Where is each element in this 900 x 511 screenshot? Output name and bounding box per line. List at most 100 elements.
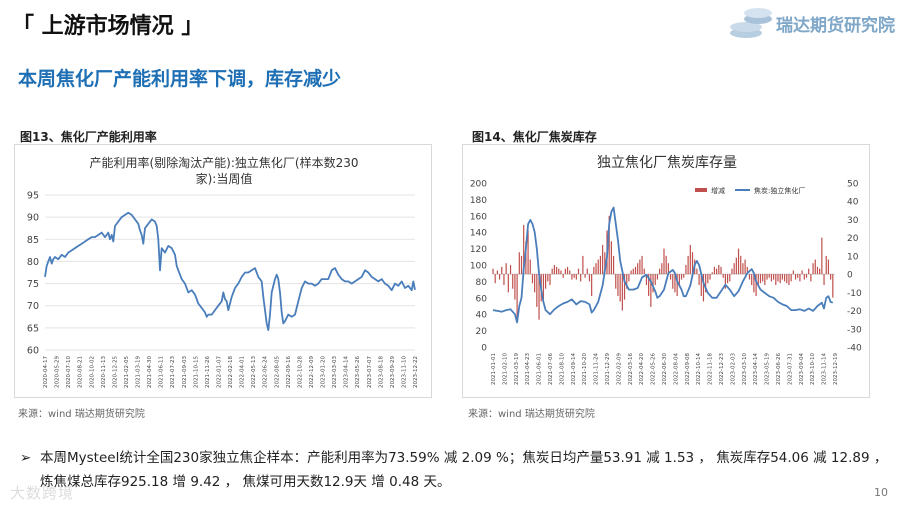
chart2-xtick-label: 2021-12-29 <box>605 353 611 385</box>
chart2-bar <box>819 268 821 275</box>
watermark: 大数跨境 <box>10 484 75 502</box>
chart2-bar <box>744 259 746 275</box>
coke-inventory-chart-svg: 独立焦化厂焦炭库存量020406080100120140160180200-40… <box>470 155 862 385</box>
chart1-ytick-label: 60 <box>27 346 39 357</box>
chart2-xtick-label: 2021-10-20 <box>582 353 588 385</box>
chart2-bar <box>759 274 762 284</box>
chart2-bar <box>593 266 595 275</box>
chart2-bar <box>549 274 551 286</box>
coke-inventory-chart: 独立焦化厂焦炭库存量 0 20 40 60 80 100 120 140 160 180 200 -40… <box>462 144 870 398</box>
chart2-bar <box>518 252 520 275</box>
chart2-xtick-label: 2022-04-20 <box>639 353 645 385</box>
chart1-ytick-label: 65 <box>27 323 39 334</box>
logo-text: 瑞达期货研究院 <box>776 16 895 36</box>
chart2-bar <box>610 241 612 275</box>
chart1-ytick-label: 95 <box>27 191 39 202</box>
chart2-bar <box>621 274 623 311</box>
chart2-left-ytick-label: 200 <box>470 180 487 190</box>
chart2-bar <box>733 263 735 275</box>
chart2-bar <box>637 263 639 275</box>
chart2-bar <box>799 274 801 282</box>
chart2-xtick-label: 2022-06-30 <box>662 353 668 385</box>
chart2-bar <box>676 274 678 296</box>
chart2-bar <box>547 274 549 282</box>
chart2-left-ytick-label: 120 <box>470 245 487 255</box>
chart2-bar <box>612 255 615 275</box>
chart2-bar <box>525 241 527 275</box>
chart2-bar <box>496 270 498 275</box>
chart1-xtick-label: 2022-05-13 <box>251 356 257 388</box>
chart2-xtick-label: 2023-02-03 <box>730 353 736 385</box>
chart2-bar <box>643 268 645 275</box>
chart1-xtick-label: 2020-11-13 <box>101 356 107 388</box>
chart2-bar <box>507 274 509 293</box>
chart2-bar <box>608 215 610 275</box>
chart2-bar <box>597 259 599 275</box>
chart2-bar <box>748 274 751 280</box>
chart2-bar <box>505 263 507 275</box>
chart2-xtick-label: 2023-12-19 <box>833 353 839 385</box>
chart2-bar <box>830 274 832 280</box>
summary-text: 本周Mysteel统计全国230家独立焦企样本：产能利用率为73.59% 减 2… <box>40 450 888 490</box>
chart2-bar <box>740 255 742 275</box>
chart1-ytick-label: 70 <box>27 301 39 312</box>
chart1-xtick-label: 2023-01-20 <box>321 356 327 388</box>
chart1-ytick-label: 85 <box>27 235 39 246</box>
bullet-arrow-icon: ➢ <box>20 450 32 466</box>
chart2-bar <box>729 274 731 282</box>
chart2-bar <box>707 274 709 284</box>
chart2-bar <box>523 224 525 275</box>
chart2-right-ytick-label: 20 <box>847 234 859 244</box>
chart2-bar <box>700 274 702 296</box>
chart2-bar <box>492 268 494 275</box>
page-number: 10 <box>874 486 888 499</box>
chart2-bar <box>494 274 496 284</box>
chart2-xtick-label: 2022-09-08 <box>685 353 691 385</box>
chart2-bar <box>553 265 555 275</box>
chart1-xtick-label: 2023-07-07 <box>367 356 373 388</box>
chart2-bar <box>617 274 619 296</box>
chart2-legend-bar-swatch <box>695 188 707 192</box>
chart2-bar <box>648 274 650 296</box>
chart1-xtick-label: 2022-01-07 <box>216 356 222 388</box>
chart2-bar <box>586 268 588 275</box>
chart2-xtick-label: 2023-05-19 <box>765 353 771 385</box>
chart2-xtick-label: 2021-02-10 <box>502 353 508 385</box>
chart2-bar <box>735 257 737 275</box>
chart2-bar <box>777 274 779 282</box>
chart2-left-ytick-label: 140 <box>470 229 487 239</box>
chart2-bar <box>628 274 630 282</box>
chart2-xtick-label: 2022-02-09 <box>616 353 622 385</box>
chart2-bar <box>569 270 571 275</box>
chart2-bar <box>797 274 799 278</box>
chart2-left-ytick-label: 40 <box>476 311 488 321</box>
chart2-xtick-label: 2021-08-10 <box>559 353 565 385</box>
chart2-bar <box>542 274 545 300</box>
chart2-bar <box>786 274 788 284</box>
chart2-xtick-label: 2022-10-14 <box>696 353 702 385</box>
chart2-bar <box>584 274 586 278</box>
chart2-left-ytick-label: 180 <box>470 196 487 206</box>
chart2-bar <box>641 255 643 275</box>
chart2-xtick-label: 2023-06-26 <box>776 353 782 385</box>
chart2-bar <box>821 237 823 275</box>
chart1-xtick-label: 2022-09-16 <box>286 356 292 388</box>
chart2-bar <box>781 274 783 280</box>
chart2-bar <box>577 268 580 275</box>
chart2-bar <box>661 263 663 275</box>
chart1-xtick-label: 2020-05-29 <box>55 356 61 388</box>
chart2-bar <box>702 274 705 302</box>
chart2-bar <box>773 274 775 280</box>
chart2-xtick-label: 2022-11-18 <box>708 353 714 385</box>
chart2-bar <box>623 274 626 300</box>
chart1-xtick-label: 2022-12-09 <box>309 356 315 388</box>
chart2-bar <box>573 274 575 278</box>
chart2-bar <box>814 259 816 275</box>
chart2-xtick-label: 2021-07-06 <box>548 353 554 385</box>
chart2-xtick-label: 2022-12-23 <box>719 353 725 385</box>
chart2-xtick-label: 2022-08-04 <box>673 353 679 385</box>
chart1-xtick-label: 2021-07-23 <box>170 356 176 388</box>
chart2-bar <box>801 270 803 275</box>
chart1-xtick-label: 2021-09-03 <box>182 356 188 388</box>
left-source: 来源：wind 瑞达期货研究院 <box>18 409 145 420</box>
